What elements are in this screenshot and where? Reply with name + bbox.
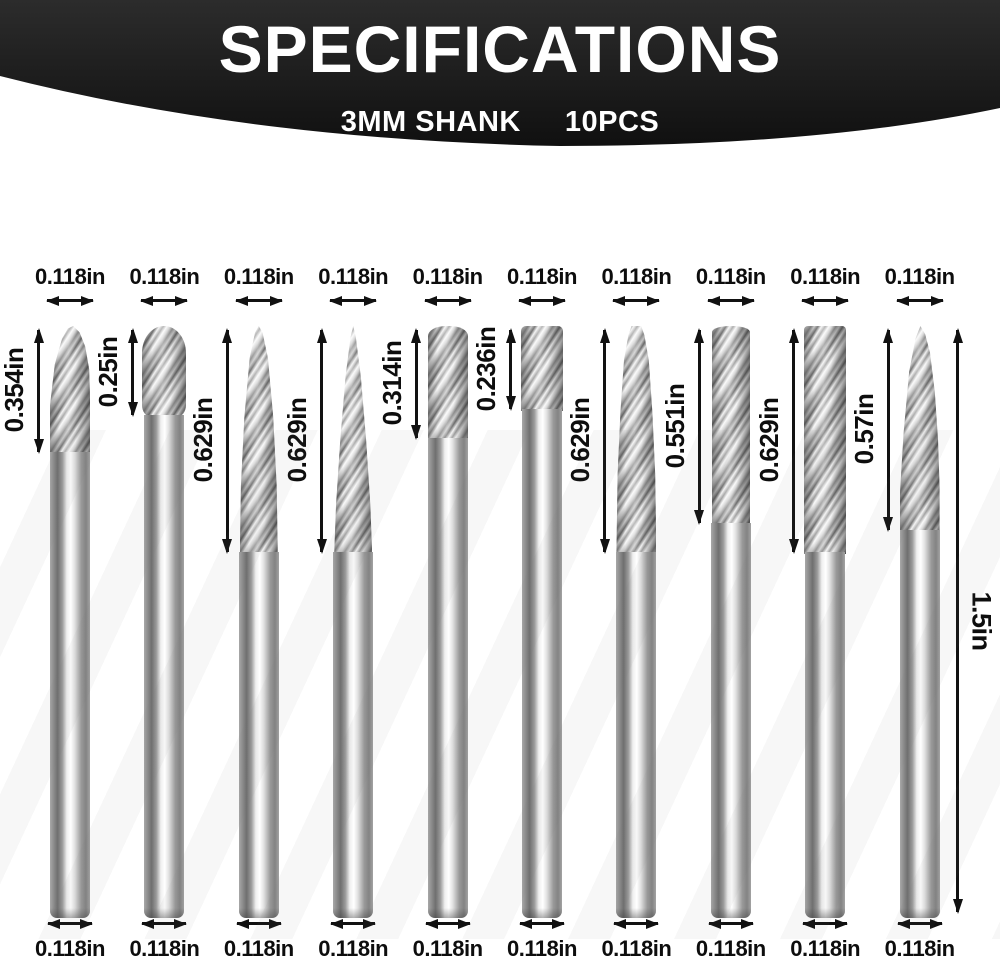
subtitle-count: 10PCS xyxy=(564,106,660,138)
burr-bit-column: 0.118in 0.236in 0.118in xyxy=(471,0,589,969)
head-diameter-label: 0.118in xyxy=(223,264,294,289)
head-length-arrow xyxy=(792,330,796,552)
head-length-arrow xyxy=(603,330,607,552)
head-diameter-arrow xyxy=(896,299,943,302)
head-diameter-arrow xyxy=(330,299,377,302)
head-diameter-label: 0.118in xyxy=(507,264,577,289)
head-diameter-label: 0.118in xyxy=(790,264,861,289)
burr-bit-column: 0.118in 0.314in 0.118in xyxy=(377,0,495,969)
burr-bit-column: 0.118in 0.25in 0.118in xyxy=(93,0,211,969)
head-length-label: 0.25in xyxy=(93,336,124,407)
burr-shank xyxy=(50,452,90,918)
shank-diameter-arrow xyxy=(142,922,187,925)
head-diameter-label: 0.118in xyxy=(884,264,955,289)
burr-bit-column: 0.118in 0.551in 0.118in xyxy=(660,0,778,969)
head-length-arrow xyxy=(320,330,324,552)
burr-head xyxy=(142,326,187,417)
head-length-label: 0.629in xyxy=(565,397,596,483)
shank-diameter-label: 0.118in xyxy=(412,936,483,961)
burr-bit-column: 0.118in 0.629in 0.118in xyxy=(565,0,683,969)
shank-diameter-label: 0.118in xyxy=(507,936,577,961)
head-diameter-arrow xyxy=(141,299,188,302)
burr-head xyxy=(50,326,90,454)
head-diameter-arrow xyxy=(424,299,471,302)
shank-diameter-label: 0.118in xyxy=(601,936,672,961)
shank-diameter-arrow xyxy=(48,922,92,925)
head-diameter-label: 0.118in xyxy=(695,264,766,289)
subtitle: 3MM SHANK 10PCS xyxy=(0,106,1000,139)
head-length-label: 0.314in xyxy=(376,340,407,426)
shank-diameter-label: 0.118in xyxy=(35,936,105,961)
head-diameter-label: 0.118in xyxy=(412,264,483,289)
shank-diameter-arrow xyxy=(803,922,848,925)
shank-diameter-label: 0.118in xyxy=(884,936,955,961)
head-length-arrow xyxy=(697,330,701,523)
burr-shank xyxy=(616,552,657,918)
head-diameter-label: 0.118in xyxy=(35,264,105,289)
burr-head xyxy=(521,326,563,411)
head-length-label: 0.354in xyxy=(0,347,29,433)
head-diameter-label: 0.118in xyxy=(129,264,200,289)
head-length-label: 0.629in xyxy=(754,397,785,483)
head-diameter-arrow xyxy=(802,299,849,302)
burr-shank xyxy=(333,552,374,918)
header-banner: SPECIFICATIONS 3MM SHANK 10PCS xyxy=(0,0,1000,160)
burr-shank xyxy=(427,438,468,918)
head-length-arrow xyxy=(509,330,512,409)
overall-length-label: 1.5in xyxy=(966,591,997,651)
head-length-arrow xyxy=(131,330,135,415)
burr-head xyxy=(711,326,750,525)
burr-head xyxy=(239,326,278,554)
burr-bit-column: 0.118in 0.354in 0.118in xyxy=(0,0,117,969)
burr-shank xyxy=(522,409,562,918)
burr-head xyxy=(899,326,940,532)
burr-head xyxy=(804,326,847,554)
overall-length-arrow xyxy=(956,330,959,912)
head-diameter-arrow xyxy=(47,299,93,302)
head-diameter-label: 0.118in xyxy=(601,264,672,289)
burr-bit-column: 0.118in 0.629in 0.118in xyxy=(754,0,872,969)
head-diameter-arrow xyxy=(519,299,565,302)
shank-diameter-label: 0.118in xyxy=(790,936,861,961)
head-diameter-arrow xyxy=(707,299,754,302)
head-length-label: 0.629in xyxy=(282,397,313,483)
banner-curve-shape xyxy=(0,0,1000,146)
burr-shank xyxy=(899,530,940,918)
burr-shank xyxy=(710,523,751,918)
shank-diameter-arrow xyxy=(520,922,564,925)
shank-diameter-label: 0.118in xyxy=(223,936,294,961)
shank-diameter-arrow xyxy=(425,922,470,925)
shank-diameter-arrow xyxy=(897,922,942,925)
shank-diameter-arrow xyxy=(614,922,659,925)
burr-bit-column: 0.118in 0.57in 0.118in xyxy=(849,0,967,969)
head-diameter-arrow xyxy=(235,299,282,302)
head-diameter-arrow xyxy=(613,299,660,302)
burr-head xyxy=(427,326,468,440)
burr-bit-column: 0.118in 0.629in 0.118in xyxy=(282,0,400,969)
head-length-arrow xyxy=(414,330,418,438)
shank-diameter-arrow xyxy=(708,922,753,925)
head-diameter-label: 0.118in xyxy=(318,264,389,289)
burr-shank xyxy=(238,552,279,918)
burr-bit-column: 0.118in 0.629in 0.118in xyxy=(188,0,306,969)
shank-diameter-arrow xyxy=(331,922,376,925)
head-length-arrow xyxy=(886,330,890,530)
head-length-label: 0.629in xyxy=(187,397,218,483)
shank-diameter-label: 0.118in xyxy=(318,936,389,961)
shank-diameter-label: 0.118in xyxy=(129,936,200,961)
burr-head xyxy=(616,326,657,554)
head-length-label: 0.236in xyxy=(471,326,501,411)
burr-head xyxy=(334,326,373,554)
burr-shank xyxy=(805,552,846,918)
head-length-arrow xyxy=(37,330,40,452)
burr-shank xyxy=(144,415,185,918)
shank-diameter-label: 0.118in xyxy=(695,936,766,961)
page-title: SPECIFICATIONS xyxy=(218,12,782,86)
head-length-label: 0.57in xyxy=(848,393,879,465)
subtitle-shank: 3MM SHANK xyxy=(340,106,521,138)
head-length-arrow xyxy=(225,330,229,552)
shank-diameter-arrow xyxy=(236,922,281,925)
head-length-label: 0.551in xyxy=(659,383,690,468)
